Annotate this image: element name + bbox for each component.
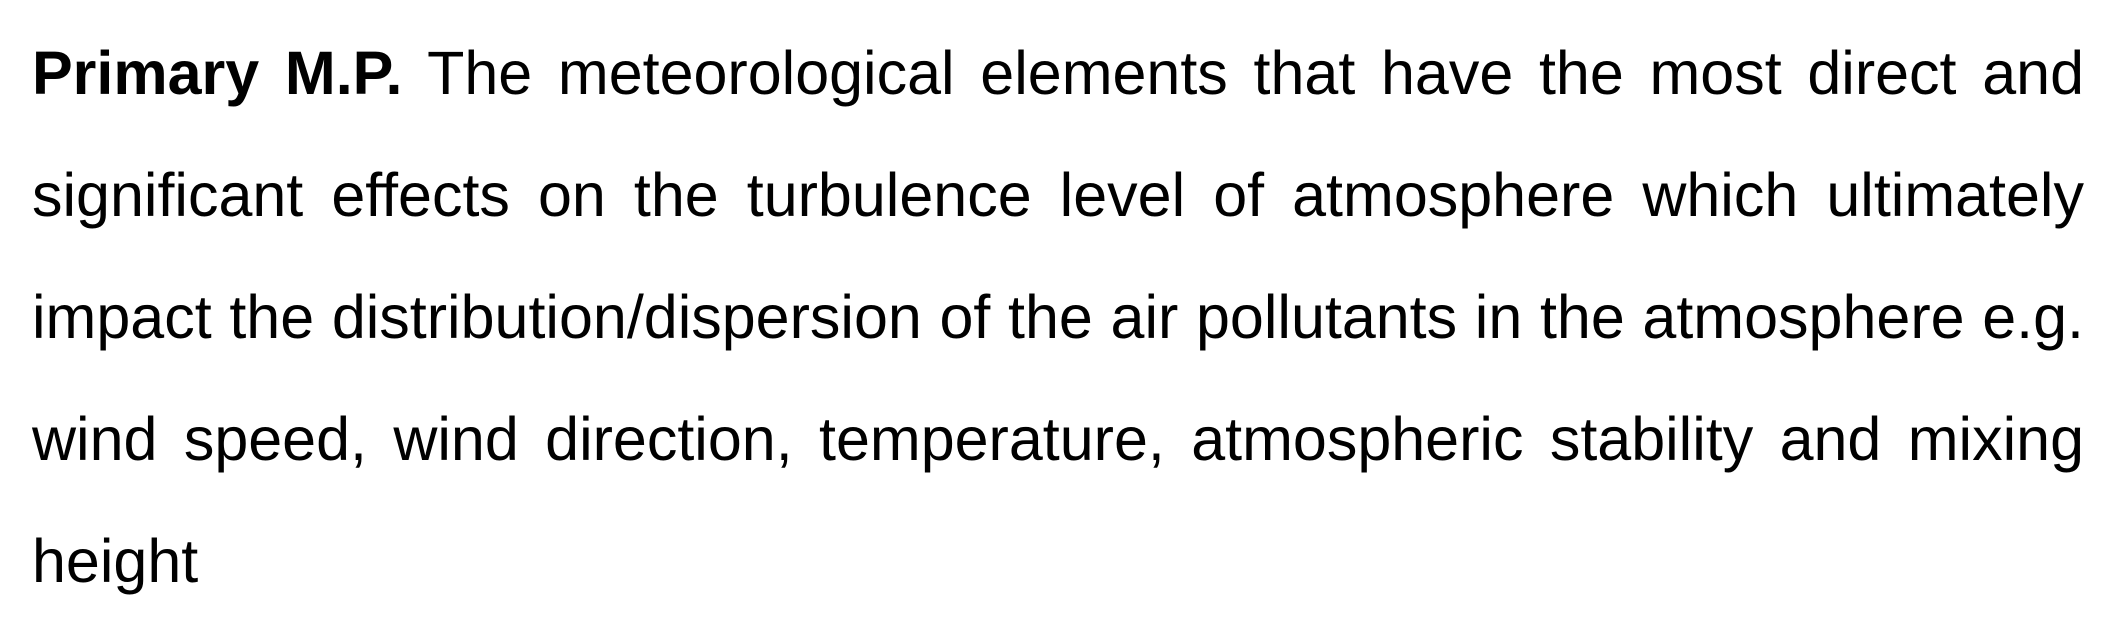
definition-paragraph: Primary M.P. The meteorological elements… bbox=[32, 12, 2084, 622]
definition-term: Primary M.P. bbox=[32, 39, 403, 107]
definition-text: The meteorological elements that have th… bbox=[32, 39, 2084, 595]
